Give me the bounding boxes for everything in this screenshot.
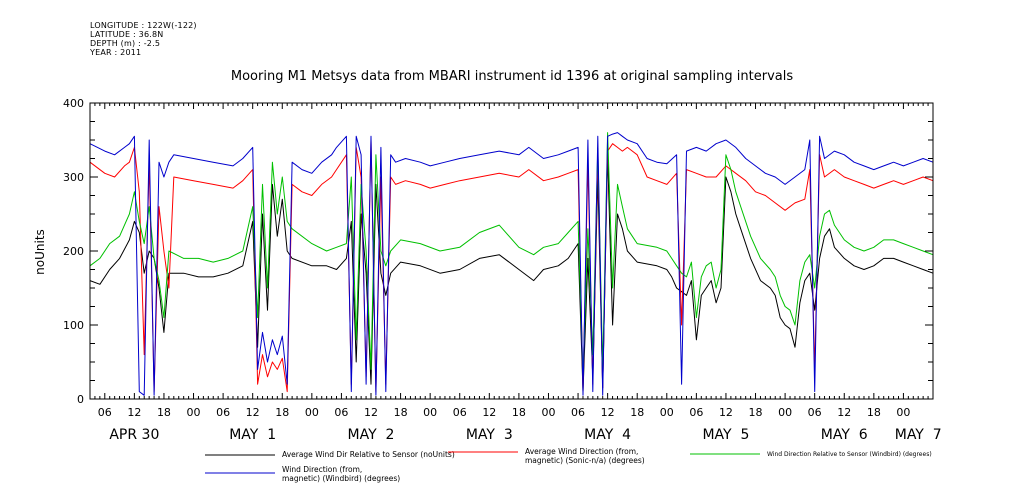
x-tick-label: 18 bbox=[630, 406, 644, 419]
legend-label-line: Wind Direction (from, bbox=[282, 465, 362, 474]
x-tick-label: 06 bbox=[98, 406, 112, 419]
x-tick-label: 06 bbox=[571, 406, 585, 419]
x-tick-label: 06 bbox=[334, 406, 348, 419]
year-meta: YEAR : 2011 bbox=[90, 48, 142, 57]
series-line-1 bbox=[89, 154, 934, 393]
x-tick-label: 18 bbox=[394, 406, 408, 419]
x-tick-label: 18 bbox=[157, 406, 171, 419]
legend-label-2: Average Wind Direction (from, magnetic) (… bbox=[525, 447, 645, 465]
x-tick-label: 18 bbox=[749, 406, 763, 419]
x-day-label: MAY 4 bbox=[584, 427, 631, 443]
legend-label-line: magnetic) (Sonic-n/a) (degrees) bbox=[525, 456, 645, 465]
x-tick-label: 06 bbox=[216, 406, 230, 419]
legend: Average Wind Dir Relative to Sensor (noU… bbox=[205, 447, 932, 483]
x-day-label: APR 30 bbox=[109, 427, 159, 443]
x-tick-label: 00 bbox=[896, 406, 910, 419]
y-tick-label: 400 bbox=[63, 97, 84, 110]
x-tick-label: 12 bbox=[837, 406, 851, 419]
plot-frame bbox=[89, 102, 934, 400]
x-day-label: MAY 6 bbox=[821, 427, 868, 443]
x-tick-label: 12 bbox=[364, 406, 378, 419]
x-tick-label: 00 bbox=[423, 406, 437, 419]
x-tick-label: 18 bbox=[275, 406, 289, 419]
x-tick-label: 06 bbox=[808, 406, 822, 419]
series-line-2 bbox=[89, 139, 934, 393]
series-line-3 bbox=[89, 132, 934, 378]
x-tick-label: 00 bbox=[541, 406, 555, 419]
x-tick-label: 06 bbox=[689, 406, 703, 419]
x-tick-label: 12 bbox=[719, 406, 733, 419]
series-layer bbox=[89, 132, 934, 396]
x-tick-label: 18 bbox=[512, 406, 526, 419]
legend-label-1: Average Wind Dir Relative to Sensor (noU… bbox=[282, 450, 455, 459]
x-tick-label: 00 bbox=[660, 406, 674, 419]
chart-title: Mooring M1 Metsys data from MBARI instru… bbox=[231, 69, 793, 84]
legend-label-3: Wind Direction Relative to Sensor (Windb… bbox=[767, 451, 932, 458]
legend-label-line: magnetic) (Windbird) (degrees) bbox=[282, 474, 400, 483]
x-tick-label: 06 bbox=[453, 406, 467, 419]
x-day-label: MAY 7 bbox=[895, 427, 942, 443]
series-line-4 bbox=[89, 132, 934, 396]
y-axis-label: noUnits bbox=[33, 229, 47, 275]
y-tick-label: 300 bbox=[63, 171, 84, 184]
x-tick-label: 00 bbox=[778, 406, 792, 419]
axes-layer: 06 12 18 00 06 12 18 00 06 12 18 00 06 12 18 00 06 12 18 00… bbox=[63, 97, 942, 443]
depth-meta: DEPTH (m) : -2.5 bbox=[90, 39, 161, 48]
y-tick-label: 200 bbox=[63, 245, 84, 258]
x-tick-label: 00 bbox=[305, 406, 319, 419]
legend-label-line: Average Wind Direction (from, bbox=[525, 447, 638, 456]
x-day-label: MAY 3 bbox=[466, 427, 513, 443]
x-day-label: MAY 5 bbox=[702, 427, 749, 443]
latitude-meta: LATITUDE : 36.8N bbox=[90, 30, 164, 39]
longitude-meta: LONGITUDE : 122W(-122) bbox=[90, 21, 197, 30]
x-tick-label: 12 bbox=[482, 406, 496, 419]
x-tick-label: 00 bbox=[187, 406, 201, 419]
y-tick-label: 0 bbox=[77, 393, 84, 406]
y-tick-label: 100 bbox=[63, 319, 84, 332]
x-day-label: MAY 1 bbox=[229, 427, 276, 443]
legend-label-4: Wind Direction (from, magnetic) (Windbird… bbox=[282, 465, 400, 483]
x-tick-label: 12 bbox=[246, 406, 260, 419]
x-tick-label: 12 bbox=[127, 406, 141, 419]
x-tick-label: 12 bbox=[601, 406, 615, 419]
x-tick-label: 18 bbox=[867, 406, 881, 419]
x-day-label: MAY 2 bbox=[348, 427, 395, 443]
